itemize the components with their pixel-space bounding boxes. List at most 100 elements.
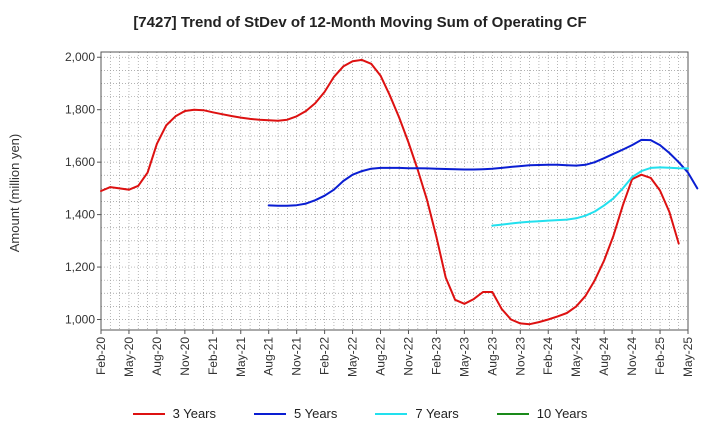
- data-point-7-years: [659, 166, 661, 169]
- data-point-3-years: [649, 177, 652, 179]
- data-point-3-years: [398, 116, 401, 119]
- data-point-7-years: [519, 221, 522, 224]
- legend-swatch: [496, 412, 529, 415]
- x-tick-label: Feb-25: [653, 337, 667, 375]
- data-point-7-years: [584, 214, 587, 217]
- data-point-3-years: [258, 118, 261, 121]
- data-point-5-years: [286, 204, 289, 207]
- chart-title: [7427] Trend of StDev of 12-Month Moving…: [133, 14, 587, 31]
- data-point-3-years: [435, 236, 438, 238]
- data-point-3-years: [295, 115, 298, 118]
- data-point-3-years: [603, 259, 605, 262]
- data-point-5-years: [696, 187, 699, 190]
- data-point-5-years: [510, 166, 512, 168]
- legend-label: 10 Years: [536, 406, 588, 421]
- data-point-3-years: [575, 305, 577, 308]
- x-tick-label: Nov-20: [178, 337, 192, 376]
- data-point-3-years: [118, 187, 121, 190]
- data-point-7-years: [640, 170, 643, 172]
- data-point-7-years: [528, 220, 531, 223]
- data-point-3-years: [426, 199, 428, 201]
- legend: 3 Years 5 Years 7 Years 10 Years: [0, 406, 720, 421]
- x-tick-label: Aug-24: [597, 337, 611, 376]
- data-point-3-years: [538, 321, 540, 323]
- data-point-3-years: [221, 113, 223, 115]
- legend-swatch: [254, 412, 286, 415]
- data-point-7-years: [668, 166, 671, 169]
- data-point-5-years: [342, 180, 345, 182]
- x-tick-label: Feb-22: [318, 337, 332, 375]
- legend-label: 7 Years: [415, 406, 459, 421]
- data-point-5-years: [640, 139, 643, 141]
- data-point-5-years: [687, 171, 689, 174]
- data-point-5-years: [426, 167, 428, 170]
- data-point-5-years: [491, 167, 494, 170]
- data-point-7-years: [687, 167, 689, 170]
- legend-label: 3 Years: [172, 406, 216, 421]
- x-tick-label: Aug-23: [485, 337, 499, 376]
- data-point-5-years: [668, 152, 671, 154]
- data-point-3-years: [556, 315, 559, 318]
- data-point-5-years: [500, 167, 503, 169]
- data-point-3-years: [612, 234, 615, 237]
- legend-item-5-years: 5 Years: [254, 406, 337, 421]
- x-tick-label: Aug-22: [374, 337, 388, 376]
- data-point-5-years: [389, 167, 391, 169]
- data-point-5-years: [622, 148, 624, 151]
- data-point-3-years: [510, 318, 512, 321]
- data-point-5-years: [379, 167, 382, 169]
- data-point-5-years: [417, 167, 419, 169]
- data-point-7-years: [566, 218, 568, 221]
- data-point-3-years: [668, 211, 671, 213]
- data-point-5-years: [444, 168, 447, 170]
- data-point-3-years: [249, 118, 251, 120]
- data-point-3-years: [528, 323, 531, 326]
- data-point-7-years: [556, 219, 559, 221]
- data-point-5-years: [305, 202, 307, 205]
- data-point-3-years: [240, 116, 242, 119]
- data-point-5-years: [566, 164, 568, 167]
- data-point-3-years: [342, 65, 345, 68]
- x-tick-label: May-20: [122, 337, 136, 377]
- data-point-3-years: [146, 171, 149, 174]
- data-point-7-years: [510, 222, 512, 225]
- data-point-7-years: [500, 223, 503, 226]
- data-point-3-years: [463, 303, 466, 305]
- data-point-3-years: [566, 312, 568, 314]
- data-point-7-years: [622, 187, 624, 190]
- x-tick-label: May-25: [681, 337, 695, 377]
- data-point-3-years: [370, 63, 373, 65]
- data-point-3-years: [379, 74, 382, 77]
- legend-swatch: [375, 412, 408, 415]
- data-point-3-years: [305, 110, 307, 112]
- data-point-3-years: [454, 299, 456, 301]
- y-axis-label: Amount (million yen): [7, 134, 22, 253]
- data-point-3-years: [407, 141, 410, 144]
- data-point-3-years: [286, 118, 289, 121]
- x-tick-label: Aug-21: [262, 337, 276, 376]
- data-point-3-years: [594, 279, 596, 282]
- data-point-7-years: [631, 176, 633, 178]
- data-point-3-years: [640, 173, 643, 176]
- y-tick-label: 1,400: [65, 208, 95, 222]
- data-point-3-years: [361, 59, 363, 61]
- plot-background: [101, 52, 688, 330]
- data-point-7-years: [575, 217, 577, 220]
- y-tick-label: 1,200: [65, 260, 95, 274]
- data-point-3-years: [137, 185, 140, 187]
- data-point-3-years: [202, 109, 205, 111]
- legend-swatch: [132, 412, 165, 415]
- data-point-3-years: [389, 94, 391, 97]
- x-tick-label: Nov-23: [513, 337, 527, 376]
- data-point-3-years: [333, 76, 335, 78]
- series-line-7-years: [491, 166, 689, 227]
- data-point-3-years: [519, 322, 522, 325]
- data-point-5-years: [594, 161, 596, 163]
- data-point-5-years: [333, 188, 335, 191]
- data-point-3-years: [482, 291, 484, 293]
- data-point-3-years: [323, 91, 326, 93]
- data-point-5-years: [538, 164, 540, 166]
- x-tick-label: Feb-20: [94, 337, 108, 375]
- data-point-5-years: [435, 167, 438, 170]
- x-tick-label: May-22: [346, 337, 360, 377]
